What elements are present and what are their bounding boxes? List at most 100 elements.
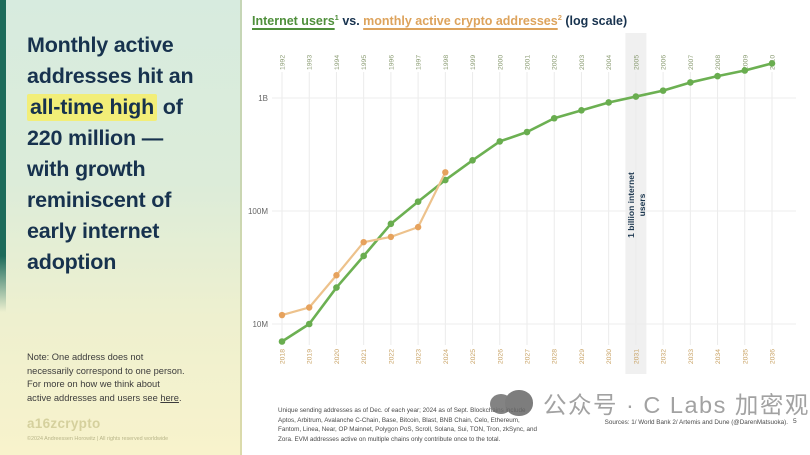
- bottom-year-label: 2025: [470, 349, 477, 364]
- bottom-year-label: 2035: [742, 349, 749, 364]
- data-point: [305, 320, 313, 328]
- data-point: [768, 60, 776, 67]
- data-point: [578, 107, 585, 114]
- data-point: [278, 311, 286, 319]
- text-segment: monthly active crypto addresses: [363, 14, 558, 29]
- data-point: [414, 198, 422, 205]
- text-segment: adoption: [27, 250, 117, 274]
- data-point: [442, 176, 449, 184]
- bottom-year-label: 2026: [497, 349, 504, 364]
- data-point: [550, 114, 558, 122]
- text-segment: with growth: [27, 157, 146, 181]
- accent-bar: [0, 0, 6, 312]
- text-segment: 2: [557, 13, 562, 22]
- page-number: 5: [793, 418, 797, 425]
- data-point: [360, 238, 367, 246]
- text-segment: addresses hit an: [27, 64, 194, 88]
- data-point: [469, 156, 476, 164]
- text-segment: Internet users: [252, 14, 335, 29]
- bottom-year-label: 2032: [661, 349, 668, 364]
- top-year-label: 1998: [443, 55, 450, 70]
- data-point: [414, 223, 422, 231]
- data-point: [632, 93, 640, 100]
- note: Note: One address does not necessarily co…: [27, 351, 212, 405]
- top-year-label: 2006: [661, 55, 668, 70]
- text-segment: necessarily correspond to one person.: [27, 365, 185, 376]
- bottom-year-label: 2033: [688, 349, 695, 364]
- data-point: [278, 338, 286, 345]
- watermark: 公众号 · C Labs 加密观察: [490, 386, 810, 420]
- data-point: [360, 252, 367, 260]
- top-year-label: 1992: [280, 55, 287, 70]
- bottom-year-label: 2022: [388, 349, 395, 364]
- bottom-year-label: 2023: [416, 349, 423, 364]
- a16zcrypto-logo: a16zcrypto: [27, 416, 101, 431]
- band-annotation: users: [637, 193, 647, 216]
- band-annotation: 1 billion internet: [626, 172, 636, 238]
- sources: Sources: 1/ World Bank 2/ Artemis and Du…: [604, 419, 788, 426]
- text-segment: 220 million —: [27, 126, 163, 150]
- top-year-label: 2009: [742, 55, 749, 70]
- top-year-label: 1999: [470, 55, 477, 70]
- top-year-label: 2002: [552, 55, 559, 70]
- text-segment: 1: [334, 13, 339, 22]
- data-point: [496, 138, 504, 145]
- copyright: ©2024 Andreessen Horowitz | All rights r…: [27, 436, 169, 442]
- data-point: [333, 284, 340, 291]
- data-point: [523, 128, 531, 136]
- data-point: [687, 79, 694, 86]
- top-year-label: 2008: [715, 55, 722, 70]
- text-segment: Monthly active: [27, 33, 174, 57]
- top-year-label: 1996: [388, 55, 395, 70]
- text-segment: reminiscent of: [27, 188, 172, 212]
- data-point: [741, 67, 749, 74]
- text-segment: vs.: [338, 14, 364, 29]
- sidebar: Monthly active addresses hit an all-time h…: [0, 0, 242, 455]
- text-segment: (log scale): [561, 14, 628, 29]
- bottom-year-label: 2018: [280, 349, 287, 364]
- chart-footnote: Unique sending addresses as of Dec. of e…: [278, 407, 538, 443]
- y-tick-label: 100M: [248, 207, 268, 216]
- data-point: [442, 169, 449, 176]
- bottom-year-label: 2019: [307, 349, 314, 364]
- data-point: [333, 272, 340, 279]
- bottom-year-label: 2024: [443, 349, 450, 364]
- y-tick-label: 10M: [252, 320, 268, 329]
- top-year-label: 2003: [579, 55, 586, 70]
- bottom-year-label: 2029: [579, 349, 586, 364]
- top-year-label: 2000: [497, 55, 504, 70]
- data-point: [387, 233, 395, 241]
- top-year-label: 2007: [688, 55, 695, 70]
- data-point: [714, 72, 721, 80]
- bottom-year-label: 2031: [633, 349, 640, 364]
- text-segment: .: [178, 392, 182, 403]
- bottom-year-label: 2020: [334, 349, 341, 364]
- bottom-year-label: 2030: [606, 349, 613, 364]
- headline: Monthly active addresses hit an all-time h…: [27, 30, 223, 278]
- top-year-label: 1993: [307, 55, 314, 70]
- chart-title: Internet users1 vs. monthly active crypt…: [252, 13, 627, 28]
- data-point: [306, 304, 313, 311]
- watermark-logo-icon: [490, 388, 536, 418]
- top-year-label: 2004: [606, 55, 613, 70]
- data-point: [659, 87, 667, 94]
- top-year-label: 2005: [633, 55, 640, 70]
- text-segment: Note: One address does not: [27, 352, 144, 362]
- text-segment: active addresses and users see: [27, 392, 161, 403]
- top-year-label: 2001: [525, 55, 532, 70]
- bottom-year-label: 2028: [552, 349, 559, 364]
- bottom-year-label: 2027: [525, 349, 532, 364]
- data-point: [387, 220, 395, 228]
- y-tick-label: 1B: [258, 94, 268, 103]
- text-segment: of: [157, 95, 183, 119]
- top-year-label: 1997: [416, 55, 423, 70]
- text-segment[interactable]: here: [160, 392, 179, 403]
- text-segment: early internet: [27, 219, 160, 243]
- text-segment: all-time high: [27, 94, 158, 121]
- bottom-year-label: 2034: [715, 349, 722, 364]
- top-year-label: 1995: [361, 55, 368, 70]
- bottom-year-label: 2036: [770, 349, 777, 364]
- watermark-text: 公众号 · C Labs 加密观察: [543, 392, 810, 418]
